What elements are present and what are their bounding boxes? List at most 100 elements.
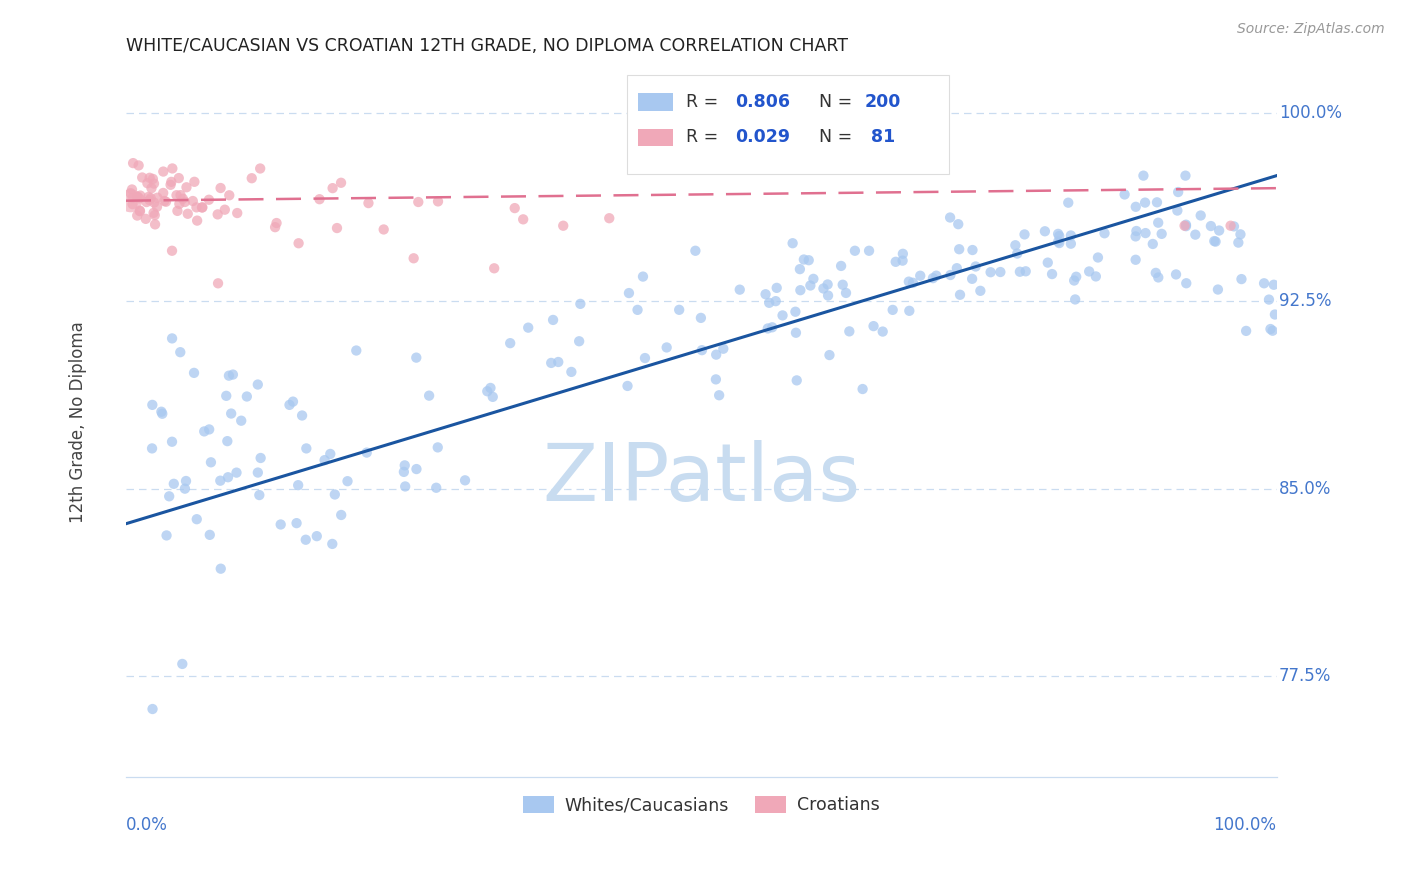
Text: 0.806: 0.806 xyxy=(735,93,790,111)
Point xyxy=(120,186,142,201)
Point xyxy=(1230,272,1253,286)
Point xyxy=(939,268,962,282)
Point xyxy=(308,192,330,206)
Point xyxy=(772,309,794,323)
Point xyxy=(138,170,160,185)
Point xyxy=(356,445,378,459)
Point xyxy=(141,442,163,456)
Point xyxy=(394,458,416,473)
Text: Source: ZipAtlas.com: Source: ZipAtlas.com xyxy=(1237,22,1385,37)
Point xyxy=(1005,246,1028,260)
Point xyxy=(1047,229,1070,244)
Point xyxy=(226,206,249,220)
Text: 200: 200 xyxy=(865,93,901,111)
Point xyxy=(121,197,143,211)
Point xyxy=(425,481,447,495)
Point xyxy=(1132,169,1154,183)
Point xyxy=(166,203,188,218)
Point xyxy=(427,194,450,209)
Point xyxy=(172,657,194,671)
Point xyxy=(218,188,240,202)
Point xyxy=(160,175,183,189)
Point xyxy=(626,302,648,317)
Point xyxy=(503,201,526,215)
Point xyxy=(143,195,166,210)
Point xyxy=(155,194,177,209)
Point xyxy=(191,201,214,215)
Point xyxy=(191,200,214,214)
Point xyxy=(336,474,359,488)
Point xyxy=(160,331,183,345)
Point xyxy=(481,390,503,404)
Point xyxy=(246,466,269,480)
Point xyxy=(897,275,920,289)
Point xyxy=(128,158,150,172)
Point xyxy=(214,202,236,217)
Point xyxy=(209,181,232,195)
Point xyxy=(838,324,860,338)
Point xyxy=(668,302,690,317)
Point xyxy=(1014,227,1036,242)
Point xyxy=(1258,293,1281,307)
Point xyxy=(793,252,815,267)
Point xyxy=(1008,265,1031,279)
Point xyxy=(803,272,825,286)
Point xyxy=(479,381,502,395)
Point xyxy=(568,334,591,349)
Point xyxy=(295,442,318,456)
Point xyxy=(418,389,440,403)
Point xyxy=(1147,216,1170,230)
Point xyxy=(138,190,160,204)
Point xyxy=(547,355,569,369)
Point xyxy=(1167,185,1189,199)
Point xyxy=(186,200,208,214)
Text: 81: 81 xyxy=(865,128,896,146)
Point xyxy=(287,236,309,251)
Point xyxy=(553,219,575,233)
Point xyxy=(891,247,914,261)
Point xyxy=(1147,270,1170,285)
Point xyxy=(1047,235,1070,250)
Point xyxy=(884,255,907,269)
Point xyxy=(135,211,157,226)
Point xyxy=(155,528,177,542)
Point xyxy=(785,304,807,318)
Point xyxy=(143,218,166,232)
Point xyxy=(1047,227,1070,241)
Point xyxy=(499,336,522,351)
Point xyxy=(1144,266,1167,280)
Point xyxy=(1264,308,1286,322)
Point xyxy=(172,192,194,206)
Point xyxy=(150,407,173,421)
Text: 92.5%: 92.5% xyxy=(1279,292,1331,310)
Point xyxy=(858,244,880,258)
Point xyxy=(1234,324,1257,338)
Point xyxy=(1219,219,1241,233)
Point xyxy=(281,394,304,409)
Point xyxy=(634,351,657,365)
Text: 0.0%: 0.0% xyxy=(127,815,167,834)
Point xyxy=(131,170,153,185)
Point xyxy=(761,320,783,334)
Point xyxy=(163,476,186,491)
Point xyxy=(225,466,247,480)
Point xyxy=(1150,227,1173,241)
Point xyxy=(817,277,839,292)
Point xyxy=(138,193,160,207)
Point xyxy=(294,533,316,547)
Point xyxy=(1015,264,1038,278)
Point xyxy=(852,382,875,396)
Point xyxy=(142,172,165,186)
Point xyxy=(541,313,564,327)
Point xyxy=(186,213,208,227)
Point xyxy=(139,191,162,205)
Point xyxy=(157,489,180,503)
Point xyxy=(169,197,191,211)
Point xyxy=(174,194,197,209)
Legend: Whites/Caucasians, Croatians: Whites/Caucasians, Croatians xyxy=(516,789,887,822)
Point xyxy=(127,209,149,223)
Point xyxy=(373,222,395,236)
Point xyxy=(728,283,751,297)
Point xyxy=(198,193,221,207)
Point xyxy=(1033,224,1056,238)
